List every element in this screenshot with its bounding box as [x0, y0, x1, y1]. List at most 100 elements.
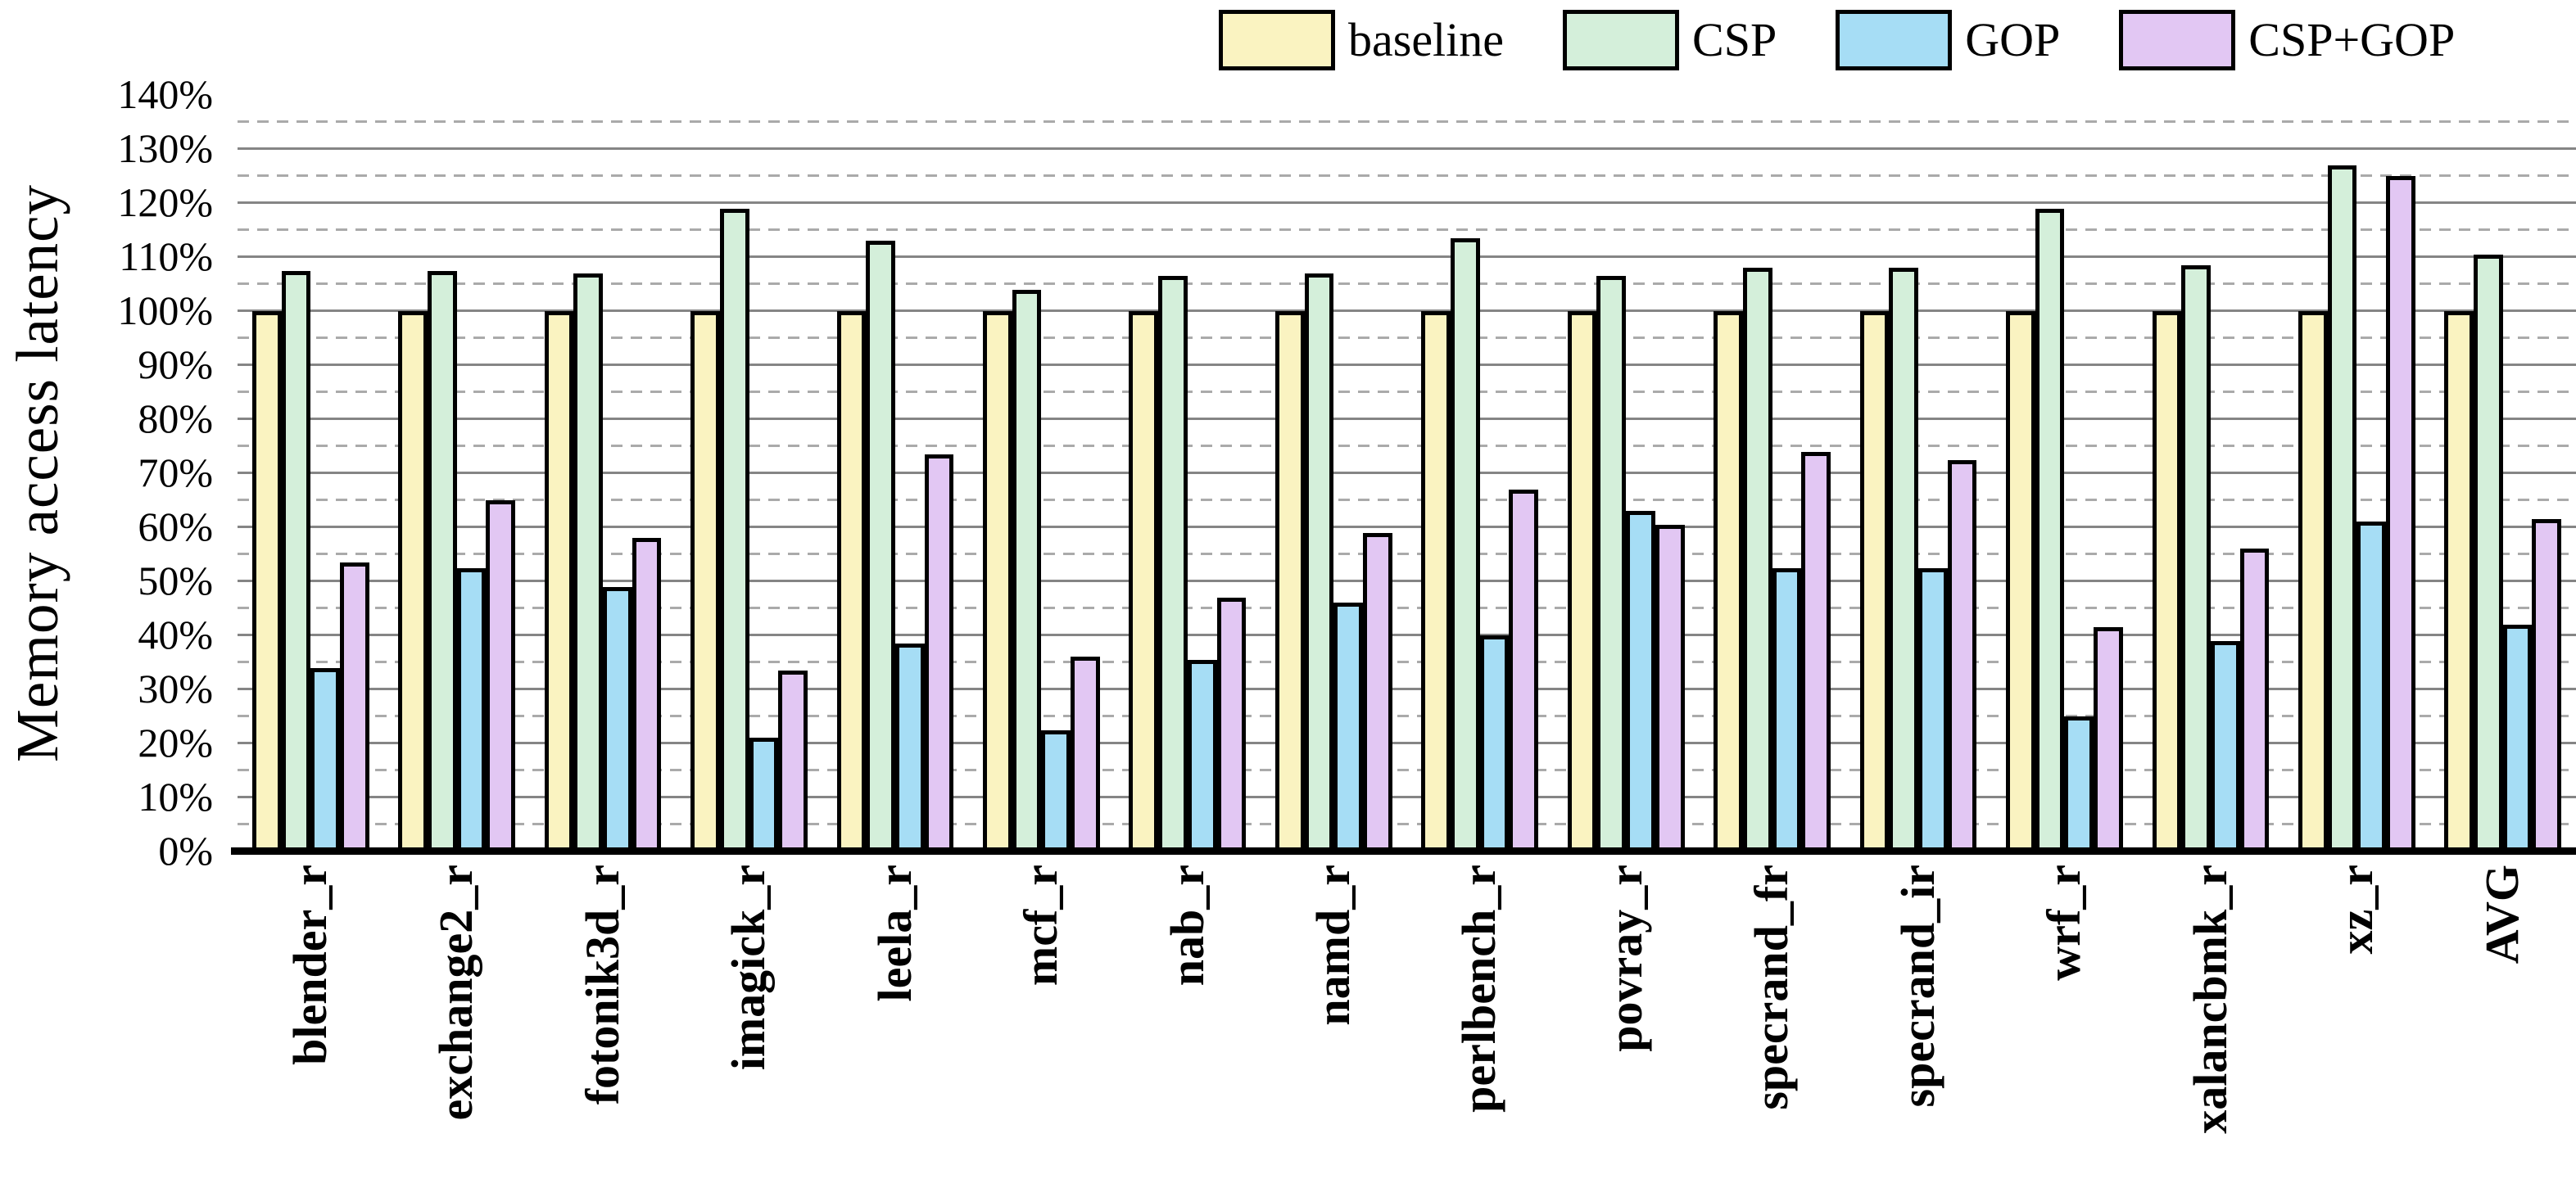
- y-tick-label-30%: 30%: [138, 666, 213, 711]
- bar-group-imagick_r: [676, 95, 822, 851]
- minor-gridline-65: [238, 499, 2576, 501]
- bar-group-AVG: [2430, 95, 2576, 851]
- major-gridline-70: [238, 472, 2576, 474]
- bar-CSP+GOP-perlbench_r: [1509, 489, 1539, 851]
- bar-baseline-perlbench_r: [1421, 311, 1451, 851]
- bars-perlbench_r: [1421, 95, 1539, 851]
- x-label-cell-nab_r: nab_r: [1115, 865, 1261, 1192]
- bars-wrf_r: [2006, 95, 2123, 851]
- minor-gridline-55: [238, 553, 2576, 555]
- bar-group-namd_r: [1261, 95, 1406, 851]
- y-tick-label-110%: 110%: [119, 233, 213, 279]
- major-gridline-120: [238, 201, 2576, 204]
- bar-group-specrand_ir: [1845, 95, 1991, 851]
- y-tick-label-60%: 60%: [138, 504, 213, 549]
- y-tick-label-140%: 140%: [117, 71, 213, 117]
- minor-gridline-5: [238, 823, 2576, 826]
- bar-CSP+GOP-namd_r: [1362, 532, 1392, 851]
- x-tick-label-povray_r: povray_r: [1598, 865, 1652, 1052]
- bar-CSP+GOP-imagick_r: [778, 670, 808, 851]
- legend-label: CSP+GOP: [2248, 13, 2456, 66]
- x-label-cell-namd_r: namd_r: [1261, 865, 1406, 1192]
- bar-CSP+GOP-xz_r: [2386, 176, 2415, 851]
- x-tick-label-blender_r: blender_r: [283, 865, 337, 1065]
- bar-GOP-perlbench_r: [1479, 635, 1510, 851]
- bar-baseline-povray_r: [1567, 311, 1597, 851]
- bar-GOP-specrand_fr: [1772, 567, 1802, 851]
- x-tick-label-exchange2_r: exchange2_r: [429, 865, 483, 1121]
- bars-leela_r: [836, 95, 954, 851]
- minor-gridline-135: [238, 120, 2576, 123]
- bar-CSP+GOP-wrf_r: [2094, 627, 2123, 851]
- legend-label: GOP: [1965, 13, 2061, 66]
- x-tick-label-namd_r: namd_r: [1306, 865, 1360, 1026]
- bar-GOP-povray_r: [1626, 511, 1655, 851]
- bar-CSP+GOP-xalancbmk_r: [2239, 549, 2270, 851]
- bar-GOP-imagick_r: [749, 738, 779, 851]
- bar-CSP+GOP-specrand_ir: [1947, 459, 1977, 851]
- major-gridline-50: [238, 580, 2576, 582]
- bar-CSP-xz_r: [2327, 165, 2357, 851]
- x-tick-label-xalancbmk_r: xalancbmk_r: [2183, 865, 2237, 1134]
- bar-GOP-namd_r: [1333, 603, 1363, 851]
- x-label-cell-blender_r: blender_r: [238, 865, 383, 1192]
- x-tick-label-fotonik3d_r: fotonik3d_r: [575, 865, 629, 1105]
- bar-CSP+GOP-leela_r: [924, 454, 954, 851]
- bar-CSP+GOP-specrand_fr: [1801, 451, 1831, 851]
- bar-GOP-xz_r: [2356, 522, 2387, 851]
- x-label-cell-exchange2_r: exchange2_r: [383, 865, 529, 1192]
- bar-group-xalancbmk_r: [2138, 95, 2284, 851]
- bar-GOP-fotonik3d_r: [603, 586, 632, 851]
- x-axis-labels: blender_r exchange2_r fotonik3d_r imagick_r…: [238, 865, 2576, 1192]
- x-label-cell-xalancbmk_r: xalancbmk_r: [2138, 865, 2284, 1192]
- x-tick-label-xz_r: xz_r: [2329, 865, 2383, 955]
- major-gridline-20: [238, 742, 2576, 745]
- major-gridline-100: [238, 309, 2576, 312]
- bar-GOP-blender_r: [310, 667, 340, 851]
- bars-specrand_fr: [1714, 95, 1831, 851]
- minor-gridline-45: [238, 607, 2576, 609]
- bar-group-xz_r: [2284, 95, 2429, 851]
- x-label-cell-mcf_r: mcf_r: [968, 865, 1114, 1192]
- x-label-cell-leela_r: leela_r: [822, 865, 968, 1192]
- major-gridline-10: [238, 796, 2576, 799]
- bar-baseline-exchange2_r: [398, 311, 428, 851]
- bar-baseline-specrand_ir: [1859, 311, 1890, 851]
- bar-group-blender_r: [238, 95, 383, 851]
- bar-GOP-AVG: [2502, 624, 2533, 851]
- x-tick-label-leela_r: leela_r: [867, 865, 921, 1002]
- y-tick-label-120%: 120%: [117, 179, 213, 225]
- minor-gridline-105: [238, 282, 2576, 285]
- bar-GOP-exchange2_r: [456, 567, 487, 851]
- x-label-cell-xz_r: xz_r: [2284, 865, 2429, 1192]
- bars-mcf_r: [983, 95, 1100, 851]
- bar-baseline-xalancbmk_r: [2152, 311, 2182, 851]
- bar-baseline-wrf_r: [2006, 311, 2035, 851]
- major-gridline-40: [238, 634, 2576, 637]
- legend: baseline CSP GOP CSP+GOP: [1219, 10, 2455, 70]
- x-tick-label-AVG: AVG: [2475, 865, 2529, 964]
- bar-group-leela_r: [822, 95, 968, 851]
- bar-CSP-mcf_r: [1012, 289, 1042, 851]
- bar-CSP-wrf_r: [2035, 208, 2065, 851]
- bar-CSP+GOP-blender_r: [339, 562, 369, 851]
- bar-baseline-nab_r: [1129, 311, 1159, 851]
- bar-group-nab_r: [1115, 95, 1261, 851]
- x-label-cell-povray_r: povray_r: [1553, 865, 1699, 1192]
- bar-baseline-leela_r: [836, 311, 867, 851]
- minor-gridline-25: [238, 715, 2576, 717]
- y-tick-label-80%: 80%: [138, 395, 213, 441]
- x-label-cell-imagick_r: imagick_r: [676, 865, 822, 1192]
- bar-group-specrand_fr: [1699, 95, 1845, 851]
- bar-baseline-namd_r: [1274, 311, 1305, 851]
- bar-CSP-povray_r: [1596, 276, 1627, 851]
- bar-baseline-mcf_r: [983, 311, 1012, 851]
- y-tick-label-20%: 20%: [138, 720, 213, 766]
- bar-GOP-leela_r: [894, 643, 925, 851]
- bar-GOP-mcf_r: [1041, 729, 1071, 851]
- bar-group-povray_r: [1553, 95, 1699, 851]
- x-label-cell-fotonik3d_r: fotonik3d_r: [530, 865, 676, 1192]
- legend-entry-GOP: GOP: [1836, 10, 2060, 70]
- bar-CSP-leela_r: [866, 241, 895, 851]
- major-gridline-80: [238, 418, 2576, 421]
